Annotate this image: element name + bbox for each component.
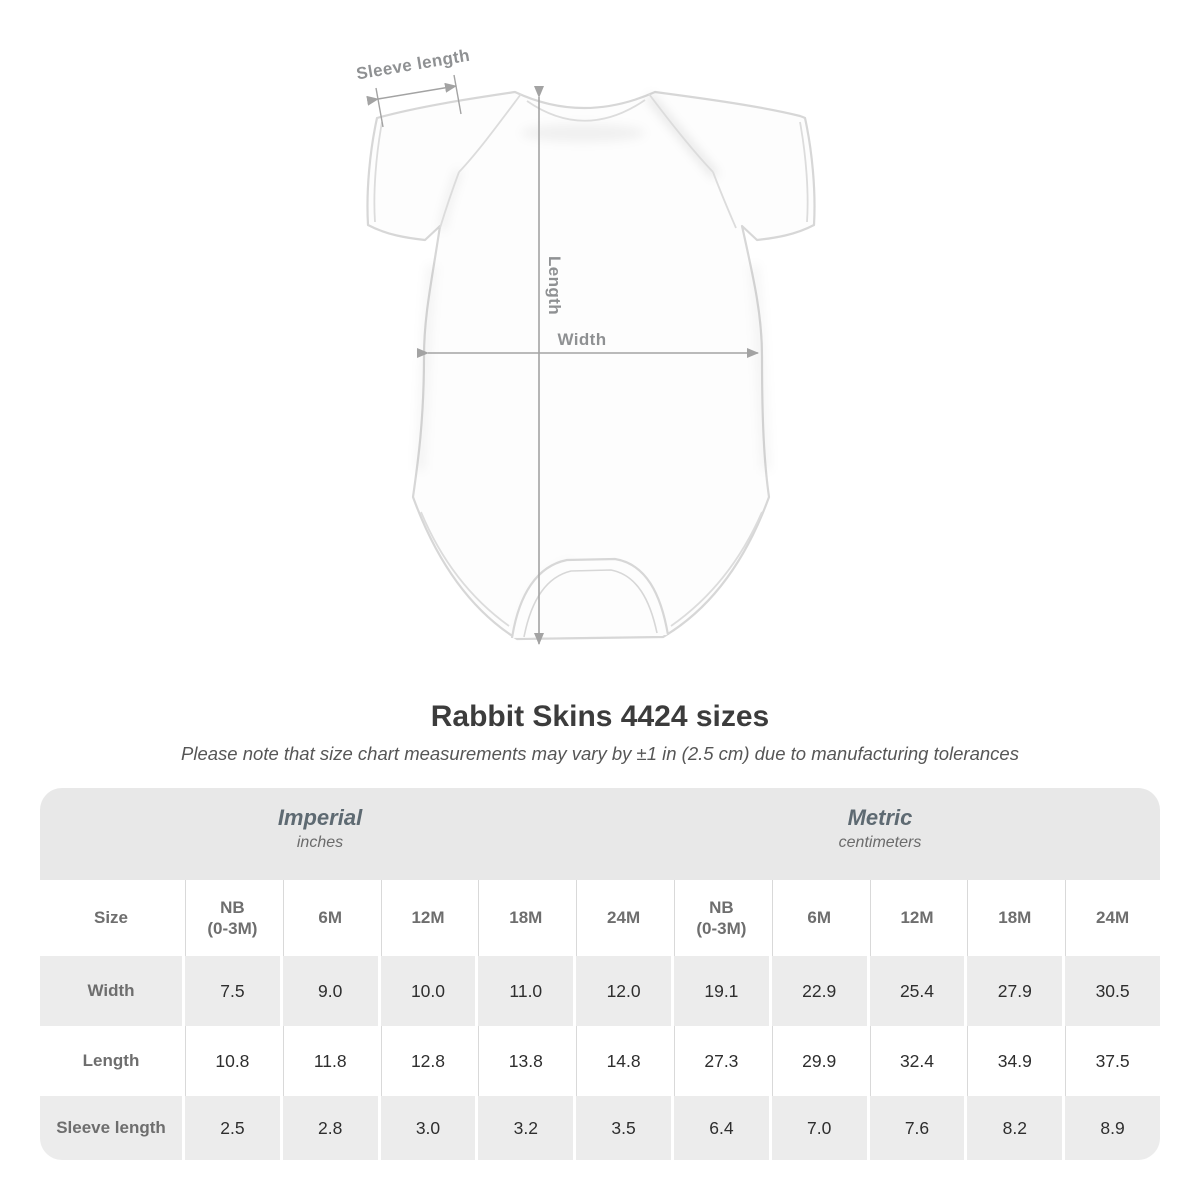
metric-heading: Metric [847, 805, 913, 830]
value-cell: 7.5 [182, 956, 280, 1026]
value-cell: 27.9 [964, 956, 1062, 1026]
value-cell: 7.6 [866, 1096, 965, 1160]
value-cell: 10.0 [377, 956, 476, 1026]
size-col-header: 6M [768, 880, 867, 956]
onesie-size-diagram: Sleeve length Length Width [355, 46, 816, 645]
value-cell: 13.8 [475, 1026, 573, 1096]
size-table: Imperial inches Metric centimeters Size … [40, 788, 1160, 1160]
size-header-line: 24M [607, 908, 641, 928]
value-cell: 2.8 [279, 1096, 378, 1160]
size-header-line: NB [220, 897, 245, 917]
value-cell: 12.8 [377, 1026, 476, 1096]
table-row-width: Width 7.5 9.0 10.0 11.0 12.0 19.1 22.9 2… [40, 956, 1160, 1026]
value-cell: 34.9 [964, 1026, 1062, 1096]
size-header-line: 18M [998, 908, 1032, 928]
unit-group-metric: Metric centimeters [600, 788, 1160, 880]
value-cell: 3.2 [475, 1096, 573, 1160]
size-col-header: 6M [279, 880, 378, 956]
size-header-line: 24M [1096, 908, 1130, 928]
table-row-length: Length 10.8 11.8 12.8 13.8 14.8 27.3 29.… [40, 1026, 1160, 1096]
value-cell: 8.2 [964, 1096, 1062, 1160]
size-col-header: 12M [866, 880, 965, 956]
unit-header-band: Imperial inches Metric centimeters [40, 788, 1160, 880]
size-col-header: NB (0-3M) [182, 880, 280, 956]
value-cell: 12.0 [573, 956, 671, 1026]
size-header-line: (0-3M) [207, 919, 258, 938]
size-header-line: (0-3M) [696, 919, 747, 938]
size-col-header: 18M [475, 880, 573, 956]
value-cell: 8.9 [1062, 1096, 1160, 1160]
size-col-header: 12M [377, 880, 476, 956]
page-subtitle: Please note that size chart measurements… [181, 743, 1019, 764]
table-row-sleeve-length: Sleeve length 2.5 2.8 3.0 3.2 3.5 6.4 7.… [40, 1096, 1160, 1160]
value-cell: 7.0 [768, 1096, 867, 1160]
sleeve-arrow-tick-right [453, 74, 462, 115]
value-cell: 11.0 [475, 956, 573, 1026]
size-header-line: 18M [509, 908, 543, 928]
size-header-line: 6M [807, 908, 831, 928]
onesie-body [366, 90, 816, 641]
length-label: Length [545, 256, 564, 315]
size-row-label: Size [93, 908, 129, 928]
snap-flap [510, 557, 670, 639]
value-cell: 19.1 [671, 956, 769, 1026]
value-cell: 2.5 [182, 1096, 280, 1160]
value-cell: 3.5 [573, 1096, 671, 1160]
size-header-line: 6M [318, 908, 342, 928]
value-cell: 6.4 [671, 1096, 769, 1160]
sleeve-length-arrow [366, 82, 457, 106]
unit-group-imperial: Imperial inches [40, 788, 600, 880]
value-cell: 22.9 [768, 956, 867, 1026]
value-cell: 30.5 [1062, 956, 1160, 1026]
value-cell: 37.5 [1062, 1026, 1160, 1096]
value-cell: 32.4 [866, 1026, 965, 1096]
size-col-header: 24M [1062, 880, 1160, 956]
size-header-line: 12M [900, 908, 934, 928]
table-row-sizes: Size NB (0-3M) 6M 12M 18M 24M NB (0-3M) … [40, 880, 1160, 956]
row-label: Sleeve length [56, 1118, 166, 1138]
value-cell: 9.0 [279, 956, 378, 1026]
sleeve-arrow-tick-left [375, 87, 384, 128]
value-cell: 14.8 [573, 1026, 671, 1096]
value-cell: 25.4 [866, 956, 965, 1026]
width-label: Width [557, 330, 606, 349]
value-cell: 10.8 [182, 1026, 280, 1096]
onesie-seams [373, 93, 809, 627]
value-cell: 3.0 [377, 1096, 476, 1160]
row-label: Length [82, 1051, 140, 1071]
size-col-header: 18M [964, 880, 1062, 956]
metric-unit: centimeters [838, 834, 922, 852]
size-col-header: 24M [573, 880, 671, 956]
size-header-line: NB [709, 897, 734, 917]
value-cell: 11.8 [279, 1026, 378, 1096]
size-col-header: NB (0-3M) [671, 880, 769, 956]
row-label: Width [87, 981, 135, 1001]
size-header-line: 12M [411, 908, 445, 928]
page-title: Rabbit Skins 4424 sizes [430, 700, 770, 733]
imperial-unit: inches [296, 834, 344, 852]
value-cell: 29.9 [768, 1026, 867, 1096]
imperial-heading: Imperial [277, 805, 363, 830]
value-cell: 27.3 [671, 1026, 769, 1096]
